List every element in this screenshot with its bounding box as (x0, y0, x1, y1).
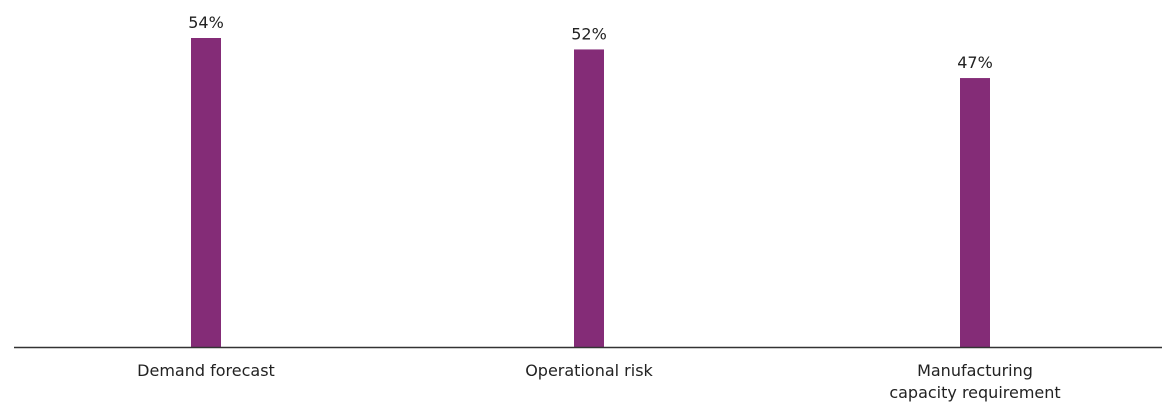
bars-group (191, 38, 990, 348)
value-labels-group: 54% 52% 47% (188, 13, 993, 72)
category-label-line: Operational risk (525, 361, 653, 380)
value-label-2: 52% (571, 24, 607, 43)
category-label-line: Manufacturing (917, 361, 1033, 380)
category-label-line: Demand forecast (137, 361, 275, 380)
bar-1 (191, 38, 221, 347)
bar-3 (960, 78, 990, 348)
category-label-2: Operational risk (525, 361, 653, 380)
value-label-1: 54% (188, 13, 224, 32)
category-label-1: Demand forecast (137, 361, 275, 380)
category-label-line: capacity requirement (889, 383, 1060, 402)
value-label-3: 47% (957, 53, 993, 72)
category-labels-group: Demand forecast Operational risk Manufactu… (137, 361, 1061, 402)
category-label-3: Manufacturing capacity requirement (889, 361, 1060, 402)
bar-2 (574, 49, 604, 347)
